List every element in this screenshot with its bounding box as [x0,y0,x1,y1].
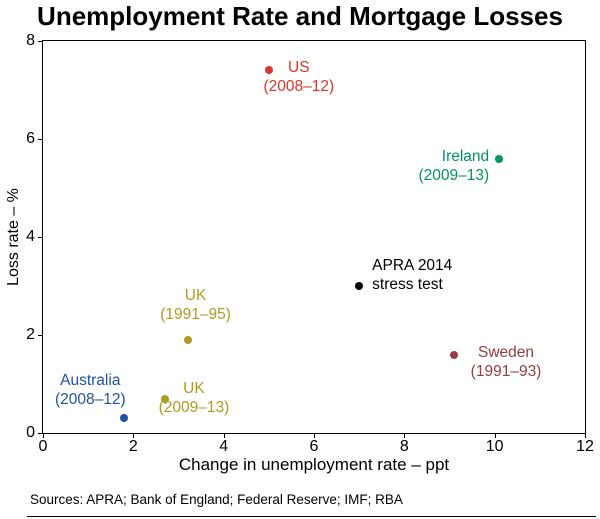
data-point-dot [160,394,169,403]
data-point-dot [450,350,459,359]
data-point-label-line: (2009–13) [418,166,490,184]
y-axis-tick [38,335,43,336]
y-axis-tick-label: 0 [26,424,35,441]
y-axis-label: Loss rate – % [5,188,22,286]
data-point-label-line: UK [183,379,205,397]
data-point-dot [264,66,273,75]
data-point-label-line: (2008–12) [263,78,335,96]
x-axis-tick [314,433,315,438]
data-point-label-line: (2008–12) [54,391,126,409]
x-axis-tick-label: 0 [38,438,48,455]
data-point-label-line: US [288,59,310,77]
data-point-label-line: Ireland [441,147,490,165]
x-axis-tick-label: 2 [128,438,138,455]
data-point-label: UK (2009–13) [159,380,230,418]
data-point-label-line: (1991–93) [470,362,542,380]
sources-note: Sources: APRA; Bank of England; Federal … [30,492,403,507]
data-point-dot [183,335,192,344]
data-point-label-line: UK [184,286,207,304]
x-axis-tick [43,433,44,438]
x-axis-tick-label: 12 [576,438,594,455]
data-point-label: APRA 2014 stress test [372,257,452,295]
x-axis-tick [585,433,586,438]
data-point-label-line: (1991–95) [160,305,231,323]
y-axis-tick [38,237,43,238]
y-axis-tick [38,41,43,42]
data-point-label-line: APRA 2014 [372,257,453,274]
data-point-dot [355,282,364,290]
data-point-dot [120,414,129,423]
data-point-label-line: (2009–13) [158,398,230,416]
data-point-label: Sweden (1991–93) [471,344,542,382]
plot-box: 0 2 4 6 8 10 12 0 2 4 6 8 US (2008–12) Ireland (2009–13… [26,32,594,455]
data-point-label: UK (1991–95) [160,287,231,325]
x-axis-tick-label: 4 [219,438,229,455]
data-point-dot [495,154,504,163]
x-axis-tick [494,433,496,438]
data-point-label: Ireland (2009–13) [419,148,490,186]
x-axis-tick [223,433,225,438]
chart-title: Unemployment Rate and Mortgage Losses [37,1,563,31]
x-axis-tick [133,433,135,438]
x-axis-tick-label: 10 [485,438,504,455]
x-axis-tick [404,433,406,438]
data-point-label-line: stress test [372,275,443,293]
y-axis-tick [38,433,43,434]
data-point-label: Australia (2008–12) [55,372,126,410]
y-axis-tick-label: 8 [26,32,35,49]
x-axis-tick-label: 8 [399,438,409,455]
y-axis-tick-label: 4 [26,228,35,245]
y-axis-tick-label: 2 [26,326,35,343]
y-axis-tick-label: 6 [26,130,35,147]
x-axis-label: Change in unemployment rate – ppt [178,455,450,474]
data-point-label-line: Sweden [478,343,535,361]
bottom-rule [27,516,596,517]
data-point-label-line: Australia [60,372,121,390]
x-axis-tick-label: 6 [309,438,319,455]
y-axis-tick [38,139,43,140]
data-point-label: US (2008–12) [263,59,334,97]
